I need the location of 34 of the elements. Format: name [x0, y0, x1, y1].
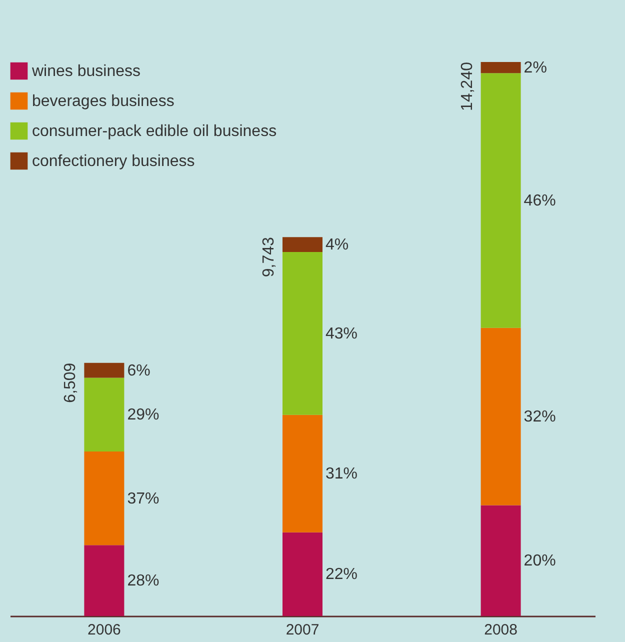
- annotation: 20%: [524, 552, 556, 570]
- bar: [480, 62, 521, 74]
- annotation: 2%: [524, 60, 547, 77]
- bar: [282, 252, 322, 415]
- bar: [480, 505, 521, 616]
- bar: [282, 532, 322, 616]
- annotation: 6%: [127, 362, 150, 380]
- annotation: 9,743: [260, 236, 278, 278]
- bar: [84, 451, 124, 546]
- annotation: 43%: [326, 325, 358, 342]
- x-tick-label: 2008: [484, 622, 518, 638]
- x-tick-label: 2006: [88, 622, 121, 638]
- bar: [282, 237, 322, 252]
- annotation: 14,240: [458, 62, 476, 111]
- annotation: 6,509: [62, 362, 80, 403]
- annotation: 46%: [524, 192, 556, 210]
- annotation: 22%: [326, 566, 358, 584]
- annotation: 29%: [127, 406, 160, 424]
- bar: [480, 73, 521, 328]
- x-tick-label: 2007: [286, 622, 320, 638]
- bar: [480, 328, 521, 506]
- legend-label: consumer-pack edible oil business: [32, 123, 277, 140]
- bar: [84, 378, 124, 452]
- legend-label: confectionery business: [32, 153, 195, 170]
- annotation: 37%: [127, 490, 160, 508]
- bar: [282, 414, 322, 532]
- legend-label: beverages business: [32, 93, 174, 110]
- annotation: 28%: [127, 572, 160, 590]
- bar: [84, 545, 124, 616]
- annotation: 4%: [326, 236, 349, 254]
- annotation: 32%: [524, 408, 556, 426]
- legend-label: wines business: [31, 63, 140, 80]
- bar: [84, 362, 124, 378]
- annotation: 31%: [326, 466, 358, 483]
